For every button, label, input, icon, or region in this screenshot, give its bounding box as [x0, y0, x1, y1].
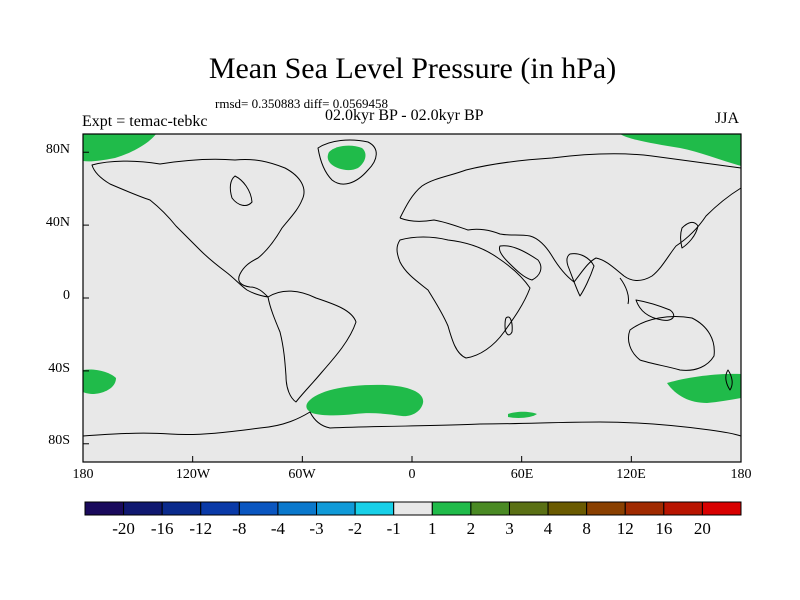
coast-africa	[396, 236, 531, 359]
anomaly-greenland	[327, 145, 366, 171]
x-axis-ticks	[82, 456, 742, 462]
x-tick-label: 120E	[616, 467, 646, 482]
y-tick-label: 0	[63, 288, 70, 303]
colorbar-label: -4	[270, 519, 286, 538]
stats-text: rmsd= 0.350883 diff= 0.0569458	[215, 96, 388, 111]
colorbar-box	[586, 501, 626, 516]
y-tick-label: 40S	[48, 361, 70, 376]
colorbar-box	[200, 501, 240, 516]
anomaly-arctic-east	[620, 134, 741, 166]
colorbar-label: -1	[386, 519, 401, 538]
colorbar-label: 12	[616, 519, 634, 538]
colorbar-box	[431, 501, 472, 516]
colorbar-box	[316, 501, 356, 516]
anomaly-south-atlantic	[306, 384, 424, 417]
y-tick-label: 80N	[45, 142, 70, 157]
map-title: Mean Sea Level Pressure (in hPa)	[208, 52, 617, 85]
colorbar-label: 16	[655, 519, 673, 538]
x-tick-label: 0	[408, 467, 416, 482]
x-tick-label: 180	[730, 467, 752, 482]
colorbar-box	[470, 501, 510, 516]
anomaly-south-pacific-east	[667, 373, 741, 403]
positive-anomaly-regions	[83, 134, 741, 418]
colorbar-label: 8	[582, 519, 591, 538]
colorbar-label: -3	[309, 519, 324, 538]
colorbar-box	[624, 501, 665, 516]
colorbar-box	[701, 501, 742, 516]
anomaly-south-pacific-west	[83, 369, 116, 394]
colorbar-label: -16	[150, 519, 174, 538]
coast-north-america	[91, 158, 305, 298]
coast-india	[566, 253, 595, 297]
colorbar-box	[84, 501, 125, 516]
x-tick-label: 60E	[510, 467, 534, 482]
coast-arabia	[499, 245, 542, 281]
colorbar-label: -20	[112, 519, 135, 538]
colorbar-label: 2	[466, 519, 476, 538]
colorbar-box	[508, 501, 549, 516]
x-tick-label: 180	[72, 467, 94, 482]
period-text: 02.0kyr BP - 02.0kyr BP	[325, 107, 484, 124]
y-tick-label: 40N	[45, 215, 70, 230]
coast-australia	[627, 316, 715, 371]
colorbar-box	[238, 501, 279, 516]
colorbar-label: -2	[348, 519, 363, 538]
colorbar-box	[663, 501, 703, 516]
coast-new-zealand	[725, 369, 733, 391]
colorbar-box	[277, 501, 318, 516]
coast-south-america	[267, 290, 357, 403]
coast-antarctica	[82, 411, 742, 437]
y-tick-label: 80S	[48, 433, 70, 448]
coast-hudson-bay	[229, 175, 253, 206]
coast-southeast-asia	[619, 277, 675, 321]
colorbar-box	[393, 501, 433, 516]
colorbar-label: 4	[543, 519, 553, 538]
colorbar-label: -12	[189, 519, 213, 538]
colorbar-box	[123, 501, 163, 516]
colorbar-label: 3	[505, 519, 514, 538]
anomaly-south-indian	[508, 411, 537, 418]
coastlines	[82, 139, 742, 437]
experiment-label: Expt = temac-tebkc	[82, 113, 208, 130]
colorbar-box	[547, 501, 588, 516]
colorbar	[84, 501, 742, 516]
colorbar-box	[354, 501, 395, 516]
coast-greenland	[317, 139, 377, 185]
anomaly-arctic-west	[83, 134, 156, 162]
coast-japan	[680, 221, 699, 249]
colorbar-label: 1	[428, 519, 437, 538]
colorbar-label: -8	[232, 519, 247, 538]
x-tick-label: 60W	[288, 467, 316, 482]
coast-madagascar	[504, 316, 513, 336]
colorbar-label: 20	[693, 519, 711, 538]
x-tick-label: 120W	[175, 467, 211, 482]
season-label: JJA	[715, 110, 740, 127]
colorbar-box	[161, 501, 202, 516]
y-axis-ticks	[83, 151, 89, 445]
